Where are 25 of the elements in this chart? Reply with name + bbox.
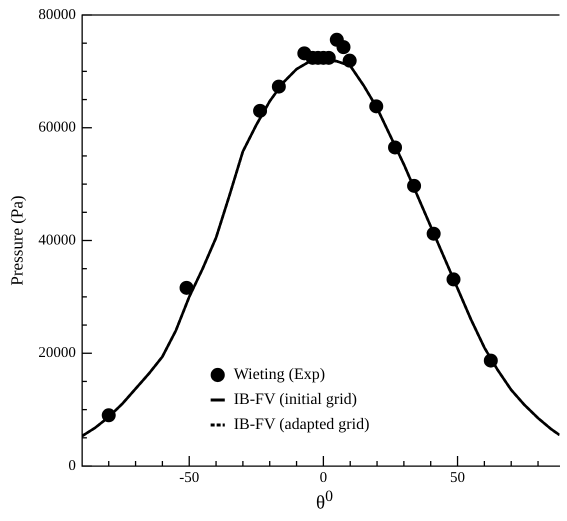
point xyxy=(426,226,441,241)
legend-label: Wieting (Exp) xyxy=(234,366,326,384)
y-tick-label: 40000 xyxy=(38,232,76,248)
legend-label: IB-FV (initial grid) xyxy=(234,391,357,408)
y-tick-label: 80000 xyxy=(38,6,76,23)
x-axis-title: θ$^{0}$ xyxy=(316,488,334,514)
y-tick-label: 0 xyxy=(68,458,76,474)
point xyxy=(180,280,194,295)
point xyxy=(253,104,268,118)
point xyxy=(369,99,384,114)
point xyxy=(446,272,461,286)
point xyxy=(272,80,286,94)
legend-label: IB-FV (adapted grid) xyxy=(234,416,370,434)
x-tick-label: -50 xyxy=(179,470,200,486)
point xyxy=(102,408,116,422)
y-tick-label: 60000 xyxy=(38,120,76,136)
point xyxy=(336,40,351,54)
y-axis-title: Pressure (Pa) xyxy=(8,195,27,286)
x-tick-label: 50 xyxy=(450,470,466,486)
point xyxy=(342,54,357,68)
point xyxy=(388,140,402,154)
x-tick-label: 0 xyxy=(320,470,328,486)
point xyxy=(407,178,422,193)
y-tick-label: 20000 xyxy=(38,345,76,362)
point xyxy=(484,354,498,368)
